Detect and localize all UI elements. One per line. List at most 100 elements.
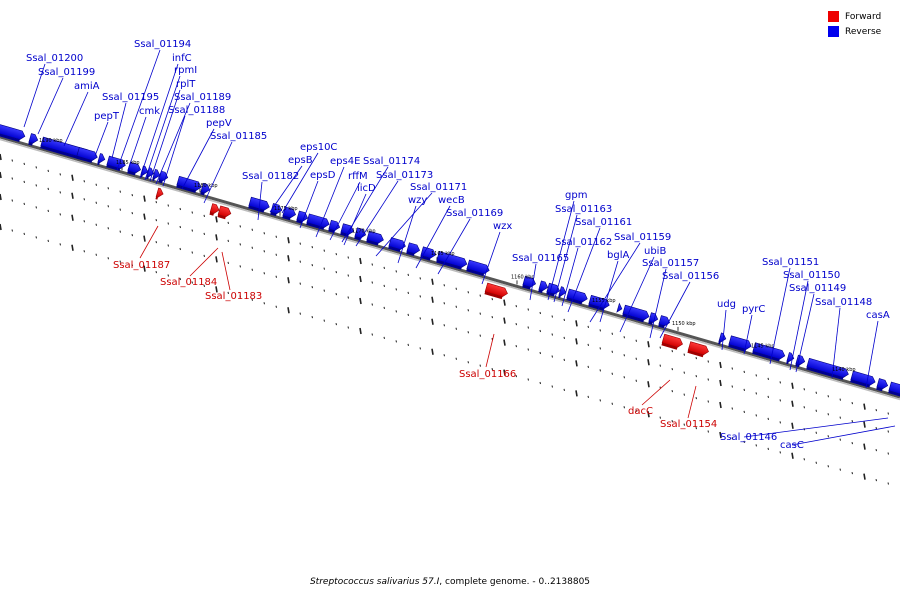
gene-forward[interactable]: [687, 341, 709, 359]
label-leader: [561, 247, 579, 307]
gene-reverse[interactable]: [616, 302, 623, 313]
scale-tick: [563, 318, 565, 322]
scale-tick: [659, 416, 661, 419]
scale-tick: [203, 214, 205, 218]
gene-reverse[interactable]: [366, 230, 385, 246]
gene-reverse[interactable]: [752, 342, 786, 363]
gene-reverse[interactable]: [152, 169, 161, 182]
label-leader: [139, 225, 159, 259]
gene-label-reverse: Ssal_01188: [168, 105, 225, 116]
gene-reverse[interactable]: [340, 223, 355, 238]
scale-tick: [227, 291, 229, 294]
scale-tick: [887, 482, 889, 485]
gene-reverse[interactable]: [888, 381, 900, 399]
scale-tick: [131, 212, 133, 215]
scale-tick: [479, 312, 481, 315]
scale-tick: [299, 260, 301, 263]
scale-tick: [191, 251, 193, 254]
gene-reverse[interactable]: [248, 196, 270, 214]
scale-tick: [251, 298, 253, 301]
scale-tick: [515, 374, 517, 378]
gene-reverse[interactable]: [420, 246, 437, 262]
scale-tick: [35, 206, 37, 209]
scale-tick: [0, 171, 2, 179]
gene-reverse[interactable]: [296, 210, 309, 225]
label-leader: [94, 121, 109, 157]
scale-tick: [299, 242, 301, 245]
scale-tick: [563, 388, 565, 392]
scale-tick: [587, 325, 589, 328]
gene-forward[interactable]: [209, 203, 220, 217]
label-leader: [769, 267, 791, 365]
scale-tick: [155, 240, 157, 244]
scale-tick: [119, 208, 121, 211]
scale-tick: [707, 400, 709, 403]
gene-reverse[interactable]: [282, 206, 297, 221]
scale-tick: [227, 261, 229, 264]
scale-tick: [11, 229, 13, 232]
gene-reverse[interactable]: [558, 286, 567, 300]
scale-tick: [23, 232, 25, 236]
scale-tick: [239, 225, 241, 228]
scale-tick: [275, 253, 277, 256]
label-leader: [116, 49, 161, 171]
scale-tick: [551, 355, 553, 358]
scale-tick: [35, 184, 37, 187]
scale-tick: [167, 274, 169, 277]
scale-tick: [479, 334, 481, 337]
scale-tick: [827, 465, 829, 468]
scale-tick: [611, 350, 613, 353]
gene-label-forward: Ssal_01187: [113, 260, 170, 271]
label-leader: [485, 333, 495, 368]
scale-tick: [515, 344, 517, 348]
gene-reverse[interactable]: [466, 259, 490, 277]
gene-reverse[interactable]: [76, 147, 98, 164]
scale-tick: [863, 403, 866, 410]
scale-tick: [443, 284, 445, 287]
gene-forward[interactable]: [155, 187, 164, 201]
gene-label-reverse: eps10C: [300, 142, 337, 153]
gene-reverse[interactable]: [795, 354, 806, 368]
gene-reverse[interactable]: [786, 352, 795, 366]
scale-tick: [491, 316, 493, 319]
gene-reverse[interactable]: [0, 123, 26, 143]
gene-reverse[interactable]: [200, 182, 211, 196]
gene-reverse[interactable]: [538, 280, 549, 294]
scale-tick: [671, 368, 673, 371]
gene-label-reverse: casA: [866, 310, 890, 321]
gene-reverse[interactable]: [876, 378, 889, 393]
label-leader: [649, 268, 667, 339]
gene-reverse[interactable]: [328, 219, 341, 234]
gene-reverse[interactable]: [566, 288, 588, 306]
scale-tick: [551, 315, 553, 318]
gene-reverse[interactable]: [406, 242, 421, 257]
gene-reverse[interactable]: [806, 357, 850, 381]
gene-reverse[interactable]: [28, 133, 39, 147]
scale-tick: [59, 213, 61, 216]
scale-tick: [467, 361, 469, 364]
gene-forward[interactable]: [661, 333, 683, 351]
gene-forward[interactable]: [217, 205, 232, 220]
scale-tick: [287, 255, 290, 262]
scale-tick: [719, 361, 722, 369]
scale-tick: [407, 291, 409, 294]
gene-label-reverse: Ssal_01151: [762, 257, 819, 268]
gene-reverse[interactable]: [97, 153, 106, 166]
gene-label-reverse: Ssal_01199: [38, 67, 95, 78]
scale-tick: [539, 329, 541, 333]
gene-reverse[interactable]: [176, 175, 202, 194]
scale-tick: [599, 347, 601, 350]
gene-reverse[interactable]: [436, 251, 468, 270]
scale-tick: [695, 356, 697, 360]
gene-label-forward: Ssal_01154: [660, 419, 717, 430]
scale-tick: [575, 338, 578, 345]
scale-tick: [419, 295, 421, 298]
gene-reverse[interactable]: [388, 237, 407, 253]
scale-tick: [503, 339, 506, 346]
scale-tick: [143, 235, 146, 242]
gene-forward[interactable]: [484, 282, 508, 300]
gene-reverse[interactable]: [850, 370, 876, 389]
reverse-swatch: [828, 26, 839, 37]
scale-tick: [131, 194, 133, 197]
scale-tick: [383, 266, 385, 270]
